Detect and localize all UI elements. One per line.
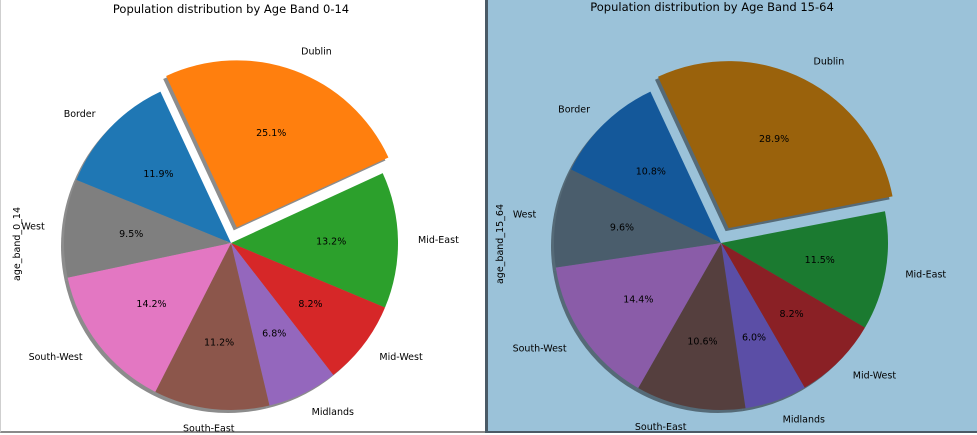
pie-slice-west [554,169,721,268]
pie-slice-border [76,91,231,243]
category-label-mid-east: Mid-East [905,270,946,281]
pie-slice-midlands [231,243,334,406]
category-label-mid-west: Mid-West [853,371,897,382]
category-label-south-west: South-West [513,344,567,355]
pct-label-mid-west: 8.2% [780,309,804,320]
category-label-south-west: South-West [29,352,83,363]
category-label-west: West [513,209,537,220]
pie-slice-mid-east [721,211,888,328]
pct-label-south-east: 11.2% [204,337,234,348]
pct-label-south-west: 14.2% [136,299,166,310]
pct-label-west: 9.5% [119,229,143,240]
pct-label-south-west: 14.4% [623,295,653,306]
pie-slice-south-east [155,243,270,410]
chart-title: Population distribution by Age Band 15-6… [590,0,834,14]
pie-slice-south-east [638,243,746,410]
category-label-south-east: South-East [183,424,235,435]
category-label-midlands: Midlands [783,415,825,426]
category-label-west: West [21,221,45,232]
pie-slice-mid-west [231,243,386,376]
pie-labels: 25.1% Dublin 13.2% Mid-East 8.2% Mid-West 6.8%… [21,47,459,435]
pct-label-mid-east: 11.5% [805,255,835,266]
pie-slice-west [63,179,231,278]
pie-slice-south-west [67,243,231,392]
pie-slices [554,61,893,410]
pie-slice-mid-west [721,243,865,388]
category-label-border: Border [558,104,590,115]
pct-label-border: 10.8% [636,166,666,177]
category-label-dublin: Dublin [814,56,845,67]
pct-label-dublin: 28.9% [759,134,789,145]
category-label-mid-west: Mid-West [379,352,423,363]
pct-label-mid-west: 8.2% [298,299,322,310]
y-axis-label: age_band_15_64 [495,204,506,284]
chart-panel-age-0-14: Population distribution by Age Band 0-14… [0,0,485,435]
category-label-mid-east: Mid-East [418,235,459,246]
pie-slices [63,60,398,410]
chart-panel-age-15-64: Population distribution by Age Band 15-6… [485,0,977,433]
pct-label-mid-east: 13.2% [316,236,346,247]
y-axis-label: age_band_0_14 [12,207,23,281]
pct-label-south-east: 10.6% [687,336,717,347]
category-label-south-east: South-East [635,422,687,433]
pie-slice-dublin [166,60,389,228]
pie-slice-midlands [721,243,805,409]
pct-label-midlands: 6.8% [262,328,286,339]
category-label-dublin: Dublin [301,47,332,58]
pct-label-dublin: 25.1% [256,128,286,139]
category-label-midlands: Midlands [312,407,354,418]
pie-slice-south-west [555,243,721,389]
pie-chart-age-15-64: Population distribution by Age Band 15-6… [495,0,947,433]
pie-slice-border [571,91,721,243]
pie-chart-age-0-14: Population distribution by Age Band 0-14… [12,2,459,435]
pie-slice-dublin [658,61,893,229]
pie-labels: 28.9% Dublin 11.5% Mid-East 8.2% Mid-West 6.0%… [513,56,947,432]
pie-slice-mid-east [231,173,398,308]
pct-label-west: 9.6% [610,223,634,234]
category-label-border: Border [64,109,96,120]
pct-label-border: 11.9% [143,169,173,180]
chart-title: Population distribution by Age Band 0-14 [113,2,349,16]
pct-label-midlands: 6.0% [742,333,766,344]
